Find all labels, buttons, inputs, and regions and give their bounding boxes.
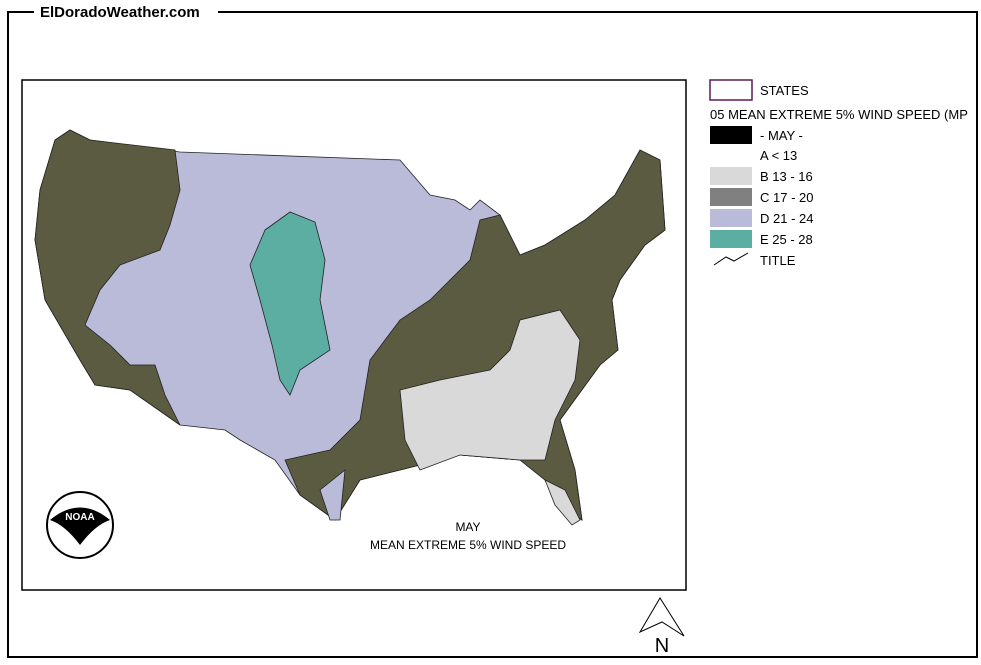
legend-layer: 05 MEAN EXTREME 5% WIND SPEED (MP [710,107,968,122]
legend-label: TITLE [760,253,796,268]
gray-texas-coast [319,469,346,521]
legend-label: D 21 - 24 [760,211,813,226]
noaa-text: NOAA [65,512,94,523]
class-swatch [710,209,752,227]
legend-label: E 25 - 28 [760,232,813,247]
north-label: N [655,635,669,657]
month-swatch [710,126,752,144]
title-symbol [713,252,749,266]
us-map [34,129,666,526]
gray-florida [544,479,581,526]
legend-label: STATES [760,83,809,98]
legend-label: - MAY - [760,128,803,143]
title-bg [34,3,218,21]
legend-label: C 17 - 20 [760,190,813,205]
olive-east [284,149,666,521]
noaa-bird [50,507,110,545]
legend-label: B 13 - 16 [760,169,813,184]
frame [7,11,978,658]
class-swatch [710,230,752,248]
gray-southeast [399,309,581,471]
olive-west [34,129,181,426]
class-swatch [710,188,752,206]
map-caption: MAY [455,520,480,534]
site-title: ElDoradoWeather.com [40,4,200,21]
class-swatch [710,167,752,185]
legend-label: A < 13 [760,148,797,163]
states-swatch [709,79,753,101]
map-caption: MEAN EXTREME 5% WIND SPEED [370,538,566,552]
north-arrow [638,597,685,637]
teal-plains [249,211,331,396]
legend: STATES 05 MEAN EXTREME 5% WIND SPEED (MP… [709,79,968,268]
